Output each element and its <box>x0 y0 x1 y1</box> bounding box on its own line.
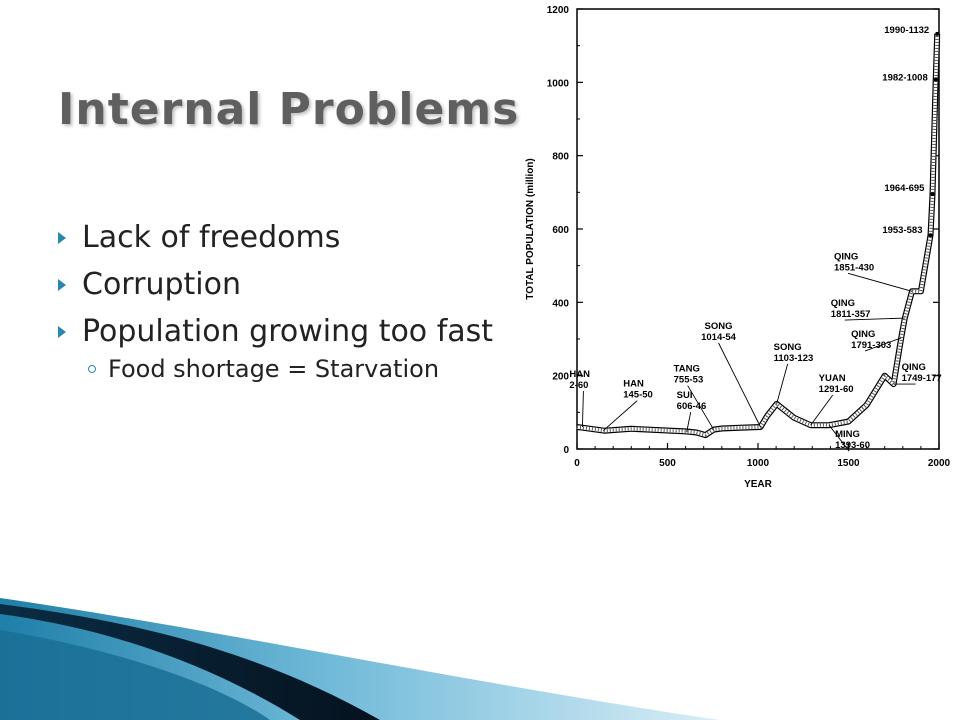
bullet-list: Lack of freedoms Corruption Population g… <box>52 220 512 395</box>
annotation-leader-line <box>828 424 850 452</box>
annotation-leader-line <box>865 337 902 352</box>
y-tick-label: 200 <box>552 372 569 383</box>
annotation-label: SONG <box>774 342 802 353</box>
sub-bullet-ring-icon <box>88 365 96 373</box>
annotation-label: QING <box>831 298 855 309</box>
annotation-point <box>928 233 933 238</box>
annotation-leader-line <box>718 342 761 428</box>
annotation-label: 1811-357 <box>831 309 871 320</box>
annotation-label: 145-50 <box>623 390 653 401</box>
annotation-leader-line <box>776 363 789 405</box>
y-tick-label: 0 <box>563 445 569 456</box>
x-axis-label: YEAR <box>744 479 773 490</box>
annotation-label: QING <box>851 329 875 340</box>
annotation-label: 1791-303 <box>851 340 891 351</box>
y-tick-label: 1000 <box>547 78 570 89</box>
annotation-label: QING <box>902 362 926 373</box>
annotation-leader-line <box>847 272 913 292</box>
annotation-leader-line <box>687 385 715 430</box>
y-tick-label: 400 <box>552 298 569 309</box>
annotation-label: 755-53 <box>674 375 704 386</box>
annotation-label: 1851-430 <box>834 262 874 273</box>
annotation-label: SUI <box>677 390 693 401</box>
annotation-label: 1749-177 <box>902 373 942 384</box>
annotation-point <box>933 77 938 82</box>
y-tick-label: 600 <box>552 225 569 236</box>
annotation-label: 606-46 <box>677 401 707 412</box>
annotation-label: SONG <box>705 321 733 332</box>
sub-bullet-item: Food shortage = Starvation <box>82 354 512 384</box>
x-tick-label: 1500 <box>837 458 860 469</box>
annotation-label: 1393-60 <box>835 440 870 451</box>
bullet-arrow-icon <box>58 279 66 291</box>
annotation-leader-line <box>581 390 584 428</box>
x-tick-label: 0 <box>574 458 580 469</box>
annotation-label: QING <box>834 251 858 262</box>
swoosh-mid-band <box>0 630 270 720</box>
y-tick-label: 1200 <box>547 5 570 16</box>
y-axis-label: TOTAL POPULATION (million) <box>525 158 536 299</box>
annotation-label: YUAN <box>819 373 846 384</box>
x-tick-label: 2000 <box>928 458 951 469</box>
annotation-label: MING <box>835 429 860 440</box>
population-chart: 0 200 400 600 800 1000 1200 0 500 1000 1500 2000 YEA… <box>525 5 951 490</box>
annotation-leader-line <box>844 317 905 321</box>
annotation-label: 1953-583 <box>882 225 922 236</box>
annotation-point <box>930 192 935 197</box>
bullet-arrow-icon <box>58 326 66 338</box>
annotation-point <box>935 31 940 36</box>
annotation-label: 1964-695 <box>884 183 925 194</box>
annotation-label: 1291-60 <box>819 384 854 395</box>
swoosh-dark-band <box>0 604 380 720</box>
annotation-label: HAN <box>623 379 644 390</box>
bullet-item: Corruption <box>52 267 512 303</box>
annotation-label: 2-60 <box>569 380 588 391</box>
annotation-label: HAN <box>569 369 590 380</box>
x-tick-label: 1000 <box>747 458 770 469</box>
bullet-arrow-icon <box>58 232 66 244</box>
sub-bullet-text: Food shortage = Starvation <box>108 355 440 383</box>
annotation-leader-line <box>810 394 834 426</box>
population-series-line <box>576 33 939 437</box>
annotation-leader-line <box>686 412 692 433</box>
annotation-label: 1990-1132 <box>884 25 929 36</box>
bullet-text: Lack of freedoms <box>82 220 341 255</box>
bullet-item: Lack of freedoms <box>52 220 512 256</box>
slide-title: Internal Problems <box>58 84 520 135</box>
annotation-leader-line <box>602 400 638 432</box>
annotation-label: 1014-54 <box>701 332 737 343</box>
bullet-text: Population growing too fast <box>82 314 494 349</box>
annotation-label: TANG <box>674 364 700 375</box>
bullet-text: Corruption <box>82 267 241 302</box>
annotation-label: 1103-123 <box>774 353 814 364</box>
annotation-label: 1982-1008 <box>882 72 927 83</box>
sub-bullet-list: Food shortage = Starvation <box>82 354 512 384</box>
y-tick-label: 800 <box>552 152 569 163</box>
decorative-swoosh <box>0 598 720 720</box>
x-tick-label: 500 <box>659 458 676 469</box>
bullet-item: Population growing too fast Food shortag… <box>52 314 512 384</box>
